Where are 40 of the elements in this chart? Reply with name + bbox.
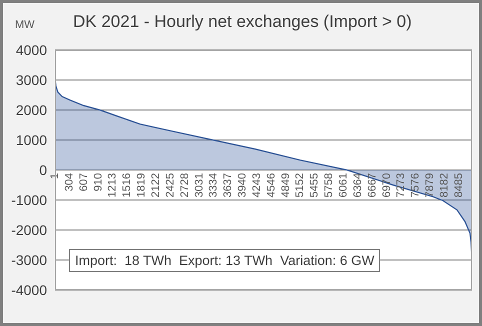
x-tick-label: 8485 bbox=[452, 173, 465, 198]
x-tick-label: 5758 bbox=[323, 173, 336, 198]
x-tick-label: 8182 bbox=[438, 173, 450, 198]
x-tick-label: 5455 bbox=[308, 173, 321, 198]
annotation: Import: 18 TWh Export: 13 TWh Variation: 6 GW bbox=[69, 249, 380, 272]
y-tick-label: -2000 bbox=[11, 222, 48, 238]
x-tick-label: 5152 bbox=[294, 173, 306, 198]
x-tick-label: 3334 bbox=[208, 173, 220, 198]
x-tick-label: 1516 bbox=[121, 173, 134, 198]
x-tick-label: 1213 bbox=[106, 173, 119, 198]
x-tick-label: 7273 bbox=[395, 173, 408, 198]
x-tick-label: 2728 bbox=[178, 173, 191, 198]
y-tick-label: 0 bbox=[39, 162, 48, 178]
x-tick-label: 607 bbox=[78, 173, 90, 192]
y-axis-title: MW bbox=[15, 19, 35, 31]
x-tick-label: 3637 bbox=[222, 173, 234, 198]
x-tick-label: 7879 bbox=[424, 173, 436, 198]
x-tick-label: 910 bbox=[92, 173, 104, 192]
x-tick-label: 304 bbox=[63, 173, 76, 192]
chart-title: DK 2021 - Hourly net exchanges (Import > 0) bbox=[73, 12, 412, 32]
x-tick-label: 7576 bbox=[410, 173, 422, 198]
x-tick-label: 3940 bbox=[236, 173, 249, 198]
y-tick-label: -1000 bbox=[11, 192, 48, 208]
x-tick-label: 6970 bbox=[380, 173, 393, 198]
x-tick-label: 2425 bbox=[164, 173, 176, 198]
x-tick-label: 6667 bbox=[366, 173, 378, 198]
y-tick-label: 2000 bbox=[16, 102, 48, 118]
x-tick-label: 6364 bbox=[352, 173, 364, 198]
x-tick-label: 6061 bbox=[338, 173, 350, 198]
y-tick-label: 1000 bbox=[16, 132, 48, 148]
x-tick-label: 1819 bbox=[136, 173, 148, 198]
x-tick-label: 4546 bbox=[265, 173, 278, 198]
x-tick-label: 2122 bbox=[150, 173, 162, 198]
x-tick-label: 3031 bbox=[193, 173, 206, 198]
y-tick-label: 4000 bbox=[16, 42, 48, 58]
x-tick-label: 4243 bbox=[250, 173, 263, 198]
y-tick-label: -4000 bbox=[11, 282, 48, 298]
y-tick-label: 3000 bbox=[16, 72, 48, 88]
x-tick-label: 4849 bbox=[280, 173, 292, 198]
y-tick-label: -3000 bbox=[11, 252, 48, 268]
